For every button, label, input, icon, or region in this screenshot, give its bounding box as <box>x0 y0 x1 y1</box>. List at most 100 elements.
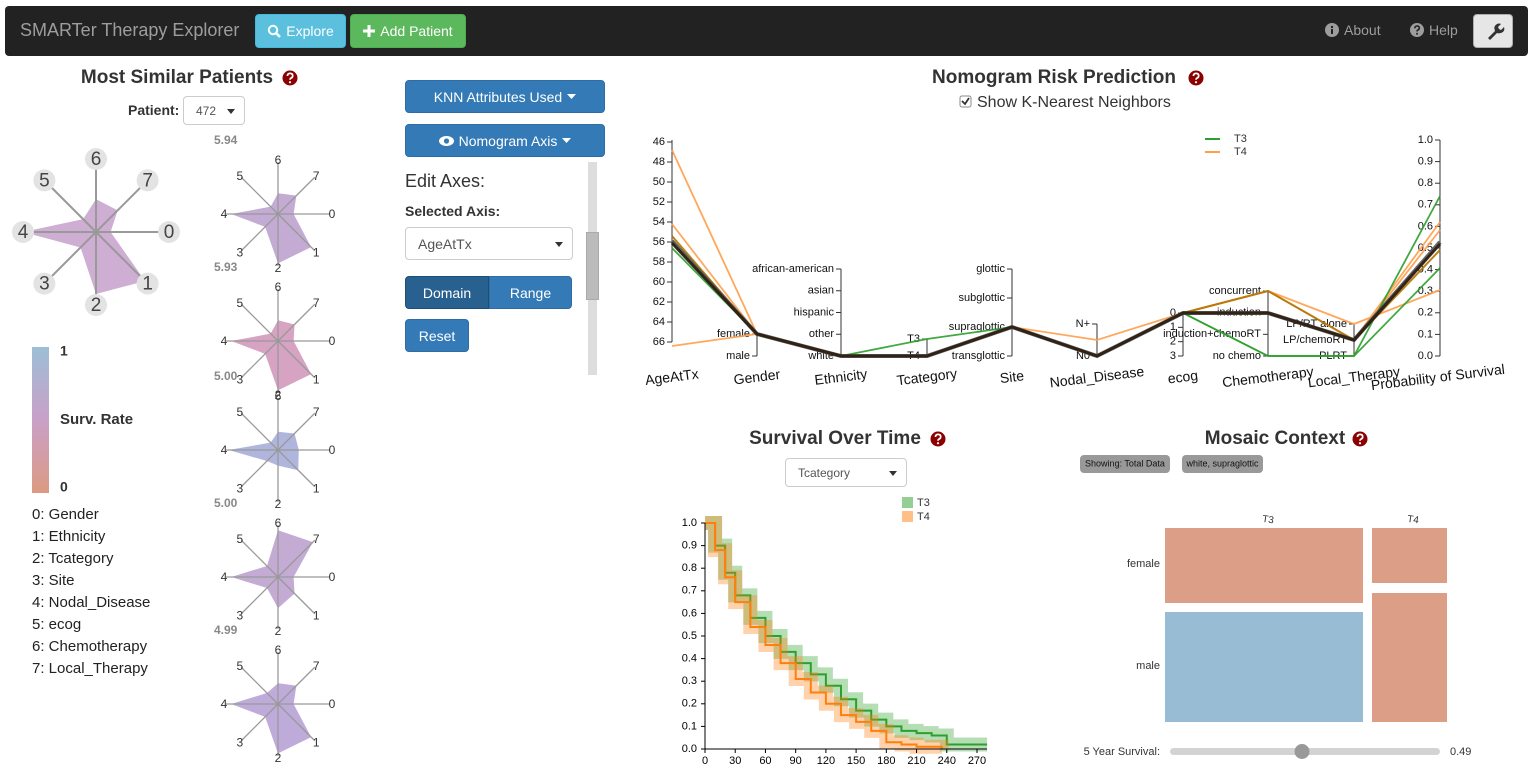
reset-button[interactable]: Reset <box>405 319 469 352</box>
range-button[interactable]: Range <box>489 276 572 309</box>
radar-axis <box>277 666 316 705</box>
radar-axis-label: 7 <box>313 532 320 546</box>
x-tick-label: 210 <box>907 755 925 767</box>
survival-slider-knob[interactable] <box>1294 744 1310 759</box>
radar-axis-label: 3 <box>236 245 243 259</box>
axis-tick-label: 1.0 <box>1418 134 1433 146</box>
about-link[interactable]: About <box>1325 22 1381 38</box>
radar-axis-label: 2 <box>275 261 282 275</box>
y-tick-label: 0.0 <box>682 743 697 755</box>
axis-name: Tcategory <box>896 365 958 388</box>
legend-label: T3 <box>1234 133 1247 145</box>
radar-axis-label: 4 <box>221 697 228 711</box>
radar-axis <box>43 179 97 233</box>
selected-axis-select[interactable]: AgeAtTx <box>405 227 573 260</box>
survival-select[interactable]: Tcategory <box>785 458 907 487</box>
radar-axis <box>240 449 279 488</box>
knn-dropdown[interactable]: KNN Attributes Used <box>405 80 605 113</box>
mosaic-cell <box>1165 528 1363 603</box>
scale-max: 1 <box>60 343 68 359</box>
radar-axis-label: 0 <box>329 697 336 711</box>
y-tick-label: 0.6 <box>682 607 697 619</box>
radar-axis-label: 7 <box>313 169 320 183</box>
radar-axis-label: 2 <box>275 751 282 765</box>
nomogram-axis-dropdown[interactable]: Nomogram Axis <box>405 124 605 157</box>
axis-tick-label: 50 <box>653 176 665 188</box>
similarity-score: 5.00 <box>214 496 238 510</box>
help-label: Help <box>1429 22 1458 38</box>
radar-axis <box>240 703 279 742</box>
axis-slider-handle[interactable] <box>586 232 599 300</box>
radar-axis <box>277 449 316 488</box>
help-link[interactable]: Help <box>1410 22 1458 38</box>
knn-checkbox-label: Show K-Nearest Neighbors <box>977 94 1171 111</box>
radar-shape <box>231 530 313 609</box>
radar-axis <box>240 576 279 615</box>
axis-tick-label: 0.1 <box>1418 328 1433 340</box>
x-tick-label: 90 <box>790 755 802 767</box>
patient-select[interactable]: 472 <box>183 96 245 125</box>
brand[interactable]: SMARTer Therapy Explorer <box>20 20 240 40</box>
attribute-key: 6: Chemotherapy <box>32 638 148 655</box>
legend-label: T4 <box>917 511 930 523</box>
radar-axis-label: 0 <box>329 207 336 221</box>
radar-axis-label: 2 <box>275 388 282 402</box>
axis-tick-label: 58 <box>653 256 665 268</box>
filter-tag <box>1080 455 1170 473</box>
radar-axis <box>277 539 316 578</box>
radar-axis-label: 0 <box>329 570 336 584</box>
y-tick-label: 0.5 <box>682 630 697 642</box>
caret <box>567 93 577 99</box>
radar-axis-label: 1 <box>313 608 320 622</box>
axis-tick-label: other <box>809 328 834 340</box>
attribute-key: 7: Local_Therapy <box>32 660 148 677</box>
wrench-icon <box>1488 23 1505 40</box>
filter-tag-label: white, supraglottic <box>1185 458 1259 468</box>
radar-axis-label: 4 <box>221 334 228 348</box>
axis-tick-label: 3 <box>1170 350 1176 362</box>
axis-name: AgeAtTx <box>644 366 699 388</box>
axis-tick-label: glottic <box>976 263 1005 275</box>
settings-button[interactable] <box>1473 14 1513 48</box>
radar-axis <box>240 340 279 379</box>
radar-axis <box>277 340 316 379</box>
radar-label-bg <box>136 169 159 192</box>
column-label: T3 <box>1261 514 1275 527</box>
axis-tick-label: asian <box>808 285 834 297</box>
axis-slider-track[interactable] <box>586 162 599 375</box>
radar-axis <box>95 179 149 233</box>
help-icon-glyph <box>934 433 942 441</box>
radar-axis <box>240 176 279 215</box>
similarity-score: 5.93 <box>214 260 238 274</box>
range-label: Range <box>509 284 552 301</box>
radar-axis-label: 1 <box>313 372 320 386</box>
explore-button[interactable]: Explore <box>255 14 346 48</box>
add-patient-button[interactable]: Add Patient <box>350 14 466 48</box>
row-label: female <box>1127 558 1160 570</box>
radar-axis-label: 6 <box>275 516 282 530</box>
radar-axis <box>277 412 316 451</box>
axis-tick-label: 66 <box>653 336 665 348</box>
radar-shape <box>23 199 146 295</box>
x-tick-label: 0 <box>702 755 708 767</box>
axis-tick-label: 46 <box>653 136 665 148</box>
radar-axis-label: 7 <box>142 170 153 191</box>
axis-name: ecog <box>1167 367 1199 387</box>
axis-name: Nodal_Disease <box>1049 363 1145 390</box>
help-icon-dot <box>936 442 940 445</box>
radar-axis-label: 0 <box>164 222 175 243</box>
radar-axis <box>240 412 279 451</box>
radar-shape <box>231 193 312 264</box>
help-icon-dot <box>1194 81 1198 84</box>
nomogram-title: Nomogram Risk Prediction <box>932 67 1176 88</box>
radar-axis-label: 1 <box>313 245 320 259</box>
radar-axis-label: 0 <box>329 443 336 457</box>
reset-label: Reset <box>418 327 456 344</box>
info-icon <box>1325 23 1339 37</box>
radar-axis <box>240 666 279 705</box>
search-icon <box>268 24 282 38</box>
domain-button[interactable]: Domain <box>405 276 489 309</box>
radar-axis <box>43 231 97 285</box>
